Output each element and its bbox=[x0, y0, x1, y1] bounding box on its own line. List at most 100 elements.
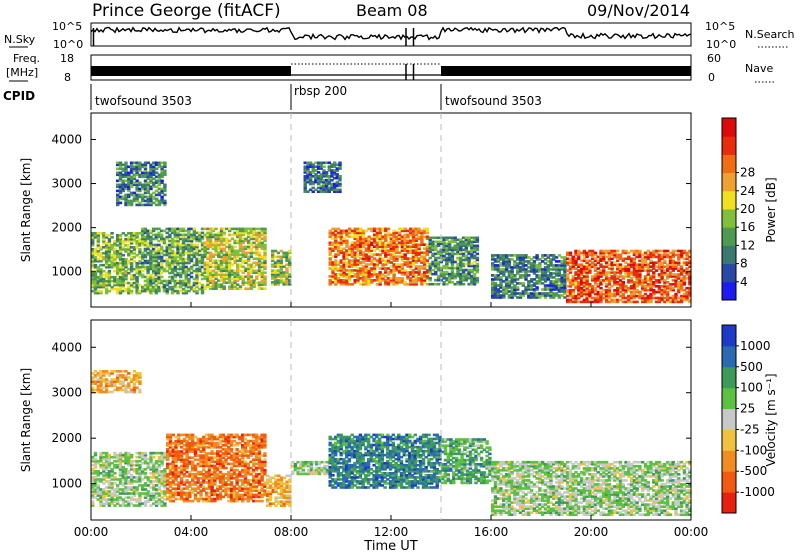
range-gate-cell bbox=[629, 273, 634, 276]
range-gate-cell bbox=[129, 175, 134, 179]
range-gate-cell bbox=[228, 253, 232, 257]
range-gate-cell bbox=[546, 284, 550, 287]
range-gate-cell bbox=[339, 271, 343, 274]
range-gate-cell bbox=[143, 167, 148, 171]
range-gate-cell bbox=[434, 252, 438, 256]
range-gate-cell bbox=[168, 495, 173, 499]
range-gate-cell bbox=[271, 259, 275, 263]
range-gate-cell bbox=[121, 273, 125, 277]
range-gate-cell bbox=[187, 253, 191, 257]
range-gate-cell bbox=[549, 274, 553, 277]
range-gate-cell bbox=[192, 233, 196, 237]
range-gate-cell bbox=[138, 478, 142, 481]
range-gate-cell bbox=[604, 271, 609, 274]
range-gate-cell bbox=[138, 455, 142, 459]
range-gate-cell bbox=[200, 273, 205, 277]
range-gate-cell bbox=[381, 265, 385, 268]
range-gate-cell bbox=[110, 486, 114, 489]
nave-tick-high: 60 bbox=[707, 52, 721, 65]
range-gate-cell bbox=[257, 259, 262, 263]
range-gate-cell bbox=[282, 275, 286, 278]
range-gate-cell bbox=[143, 453, 148, 457]
range-gate-cell bbox=[654, 279, 659, 282]
range-gate-cell bbox=[135, 199, 139, 203]
range-gate-cell bbox=[138, 232, 142, 235]
range-gate-cell bbox=[554, 288, 559, 291]
range-gate-cell bbox=[102, 455, 106, 459]
range-gate-cell bbox=[431, 236, 435, 240]
range-gate-cell bbox=[613, 261, 617, 264]
range-gate-cell bbox=[450, 246, 455, 250]
range-gate-cell bbox=[663, 261, 667, 264]
range-gate-cell bbox=[356, 261, 360, 264]
range-gate-cell bbox=[447, 274, 452, 278]
range-gate-cell bbox=[285, 251, 289, 255]
range-gate-cell bbox=[249, 263, 254, 267]
range-gate-cell bbox=[160, 271, 164, 275]
range-gate-cell bbox=[163, 492, 167, 495]
range-gate-cell bbox=[184, 261, 188, 265]
range-gate-cell bbox=[428, 246, 432, 250]
range-gate-cell bbox=[372, 233, 377, 237]
range-gate-cell bbox=[206, 245, 210, 249]
range-gate-cell bbox=[230, 257, 235, 261]
range-gate-cell bbox=[563, 278, 567, 281]
range-gate-cell bbox=[543, 292, 548, 295]
range-gate-cell bbox=[179, 279, 183, 283]
range-gate-cell bbox=[627, 300, 631, 304]
range-gate-cell bbox=[107, 275, 112, 279]
range-gate-cell bbox=[203, 263, 207, 267]
range-gate-cell bbox=[146, 490, 150, 493]
range-gate-cell bbox=[330, 184, 334, 188]
range-gate-cell bbox=[386, 277, 391, 280]
range-gate-cell bbox=[217, 273, 221, 276]
range-gate-cell bbox=[381, 277, 385, 280]
range-gate-cell bbox=[646, 255, 650, 259]
range-gate-cell bbox=[447, 260, 452, 264]
range-gate-cell bbox=[104, 457, 109, 461]
range-gate-cell bbox=[624, 271, 628, 274]
range-gate-cell bbox=[116, 179, 120, 183]
range-gate-cell bbox=[110, 498, 114, 501]
range-gate-cell bbox=[496, 284, 500, 287]
range-gate-cell bbox=[141, 257, 145, 261]
range-gate-cell bbox=[467, 258, 471, 262]
range-gate-cell bbox=[200, 271, 205, 275]
range-gate-cell bbox=[230, 237, 235, 241]
range-gate-cell bbox=[113, 279, 117, 283]
range-gate-cell bbox=[657, 296, 662, 300]
range-gate-cell bbox=[107, 277, 112, 281]
range-gate-cell bbox=[504, 276, 509, 279]
range-gate-cell bbox=[93, 279, 98, 283]
range-gate-cell bbox=[364, 275, 368, 278]
range-gate-cell bbox=[124, 167, 128, 171]
range-gate-cell bbox=[422, 243, 427, 246]
range-gate-cell bbox=[124, 496, 128, 499]
range-gate-cell bbox=[585, 300, 589, 304]
range-gate-cell bbox=[475, 264, 480, 268]
range-gate-cell bbox=[364, 247, 368, 250]
range-gate-cell bbox=[563, 260, 567, 263]
range-gate-cell bbox=[96, 238, 100, 241]
ytick-label: 2000 bbox=[51, 221, 82, 235]
range-gate-cell bbox=[499, 270, 503, 273]
range-gate-cell bbox=[306, 176, 310, 180]
range-gate-cell bbox=[356, 253, 360, 256]
range-gate-cell bbox=[173, 241, 177, 245]
range-gate-cell bbox=[425, 251, 430, 254]
range-gate-cell bbox=[599, 298, 603, 302]
range-gate-cell bbox=[219, 247, 224, 251]
range-gate-cell bbox=[230, 249, 235, 253]
range-gate-cell bbox=[472, 256, 477, 260]
range-gate-cell bbox=[173, 267, 177, 271]
range-gate-cell bbox=[367, 263, 371, 266]
range-gate-cell bbox=[549, 280, 553, 283]
range-gate-cell bbox=[328, 279, 332, 282]
range-gate-cell bbox=[392, 265, 396, 268]
range-gate-cell bbox=[378, 229, 382, 233]
range-gate-cell bbox=[347, 249, 352, 252]
range-gate-cell bbox=[200, 289, 205, 293]
range-gate-cell bbox=[571, 290, 575, 294]
range-gate-cell bbox=[577, 251, 581, 255]
range-gate-cell bbox=[361, 229, 366, 233]
